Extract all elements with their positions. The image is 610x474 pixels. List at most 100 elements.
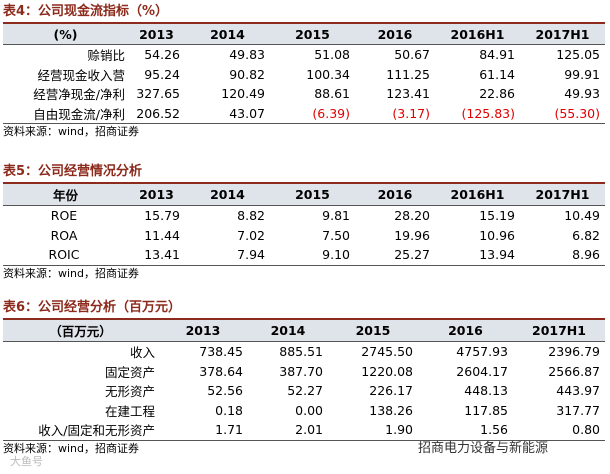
value-cell: 7.94	[185, 245, 270, 266]
value-cell: 9.10	[270, 245, 355, 266]
value-cell: 49.83	[229, 47, 265, 63]
row-label: ROE	[50, 208, 78, 224]
value-cell: 226.17	[369, 383, 413, 399]
value-cell: 11.44	[144, 227, 180, 243]
value-cell: 111.25	[386, 66, 430, 82]
row-label: 经营现金收入营	[37, 67, 125, 83]
value-cell: 51.08	[314, 47, 350, 63]
header-cell: 2016	[355, 24, 435, 45]
value-cell: 7.02	[237, 227, 265, 243]
table: (%) 2013 2014 2015 2016 2016H1 2017H1 赊销比 54.26 4…	[3, 24, 605, 124]
header-cell: (%)	[3, 24, 128, 45]
value-cell: 317.77	[556, 402, 600, 418]
header-cell: 2016H1	[435, 184, 520, 206]
header-row: 年份 2013 2014 2015 2016 2016H1 2017H1	[3, 184, 605, 206]
value-cell: 1.56	[418, 420, 513, 441]
table-block: 表4：公司现金流指标（%） (%) 2013 2014 2015 2016 2016H1 20…	[3, 2, 605, 140]
table: 年份 2013 2014 2015 2016 2016H1 2017H1 ROE 15.79 8.…	[3, 184, 605, 266]
value-cell: 378.64	[199, 363, 243, 379]
value-cell: (6.39)	[270, 103, 355, 124]
header-cell: 2014	[248, 320, 328, 342]
value-cell: 117.85	[464, 402, 508, 418]
value-cell: 443.97	[556, 383, 600, 399]
value-cell: 13.41	[128, 245, 185, 266]
table-row: 收入 738.45 885.51 2745.50 4757.93 2396.79	[3, 342, 605, 362]
header-row: （百万元） 2013 2014 2015 2016 2017H1	[3, 320, 605, 342]
value-cell: 88.61	[314, 86, 350, 102]
value-cell: 6.82	[572, 227, 600, 243]
value-cell: 13.94	[435, 245, 520, 266]
table-row: 无形资产 52.56 52.27 226.17 448.13 443.97	[3, 381, 605, 401]
source-note: 资料来源：wind，招商证券	[3, 125, 140, 138]
value-cell: 123.41	[386, 86, 430, 102]
value-cell: (125.83)	[435, 103, 520, 124]
row-label: 固定资产	[104, 364, 155, 380]
value-cell: 10.96	[479, 227, 515, 243]
value-cell: 19.96	[394, 227, 430, 243]
source-note: 资料来源：wind，招商证券	[3, 266, 140, 280]
row-label: 在建工程	[104, 403, 155, 419]
row-label: 自由现金流/净利	[3, 103, 128, 124]
header-cell: 2017H1	[520, 24, 605, 45]
watermark: 大鱼号	[10, 455, 43, 468]
header-cell: 2015	[270, 24, 355, 45]
value-cell: (55.30)	[520, 103, 605, 124]
value-cell: 125.05	[556, 47, 600, 63]
value-cell: 120.49	[221, 86, 265, 102]
value-cell: 49.93	[564, 86, 600, 102]
table-block: 表6：公司经营分析（百万元） （百万元） 2013 2014 2015 2016 2017H…	[3, 298, 605, 457]
header-cell: 2013	[128, 184, 185, 206]
header-row: (%) 2013 2014 2015 2016 2016H1 2017H1	[3, 24, 605, 45]
value-cell: 54.26	[144, 47, 180, 63]
value-cell: (3.17)	[355, 103, 435, 124]
value-cell: 10.49	[564, 208, 600, 224]
table-row: 在建工程 0.18 0.00 138.26 117.85 317.77	[3, 401, 605, 421]
value-cell: 1220.08	[361, 363, 413, 379]
header-cell: 2013	[158, 320, 248, 342]
header-cell: 2017H1	[520, 184, 605, 206]
value-cell: 28.20	[394, 208, 430, 224]
value-cell: 52.27	[287, 383, 323, 399]
value-cell: 95.24	[144, 66, 180, 82]
value-cell: 1.71	[158, 420, 248, 441]
value-cell: 0.00	[295, 402, 323, 418]
table-title: 表5：公司经营情况分析	[3, 162, 605, 184]
value-cell: 7.50	[322, 227, 350, 243]
header-cell: 2016	[355, 184, 435, 206]
table-row: 赊销比 54.26 49.83 51.08 50.67 84.91 125.05	[3, 45, 605, 65]
table-title: 表4：公司现金流指标（%）	[3, 2, 605, 24]
table-row: 自由现金流/净利 206.52 43.07 (6.39) (3.17) (125.83)(…	[3, 103, 605, 124]
value-cell: 2396.79	[548, 344, 600, 360]
value-cell: 2745.50	[361, 344, 413, 360]
table-row: 收入/固定和无形资产 1.71 2.01 1.90 1.56 0.80	[3, 420, 605, 441]
row-label: 赊销比	[87, 48, 125, 64]
value-cell: 2566.87	[548, 363, 600, 379]
value-cell: 8.82	[237, 208, 265, 224]
value-cell: 738.45	[199, 344, 243, 360]
header-cell: （百万元）	[3, 320, 158, 342]
value-cell: 138.26	[369, 402, 413, 418]
row-label: 经营净现金/净利	[33, 87, 125, 103]
row-label: 无形资产	[104, 384, 155, 400]
value-cell: 61.14	[479, 66, 515, 82]
value-cell: 90.82	[229, 66, 265, 82]
source-note: 资料来源：wind，招商证券	[3, 441, 140, 455]
value-cell: 84.91	[479, 47, 515, 63]
table-row: 经营净现金/净利 327.65 120.49 88.61 123.41 22.86 49.9…	[3, 84, 605, 104]
value-cell: 206.52	[128, 103, 185, 124]
value-cell: 15.19	[479, 208, 515, 224]
value-cell: 9.81	[322, 208, 350, 224]
watermark: 招商电力设备与新能源	[418, 441, 549, 456]
value-cell: 25.27	[355, 245, 435, 266]
table-row: ROE 15.79 8.82 9.81 28.20 15.19 10.49	[3, 206, 605, 226]
value-cell: 50.67	[394, 47, 430, 63]
value-cell: 100.34	[306, 66, 350, 82]
row-label: ROA	[50, 227, 78, 243]
header-cell: 2015	[328, 320, 418, 342]
value-cell: 2.01	[248, 420, 328, 441]
header-cell: 2014	[185, 184, 270, 206]
value-cell: 8.96	[520, 245, 605, 266]
table-block: 表5：公司经营情况分析 年份 2013 2014 2015 2016 2016H1 2017H…	[3, 162, 605, 282]
value-cell: 15.79	[144, 208, 180, 224]
